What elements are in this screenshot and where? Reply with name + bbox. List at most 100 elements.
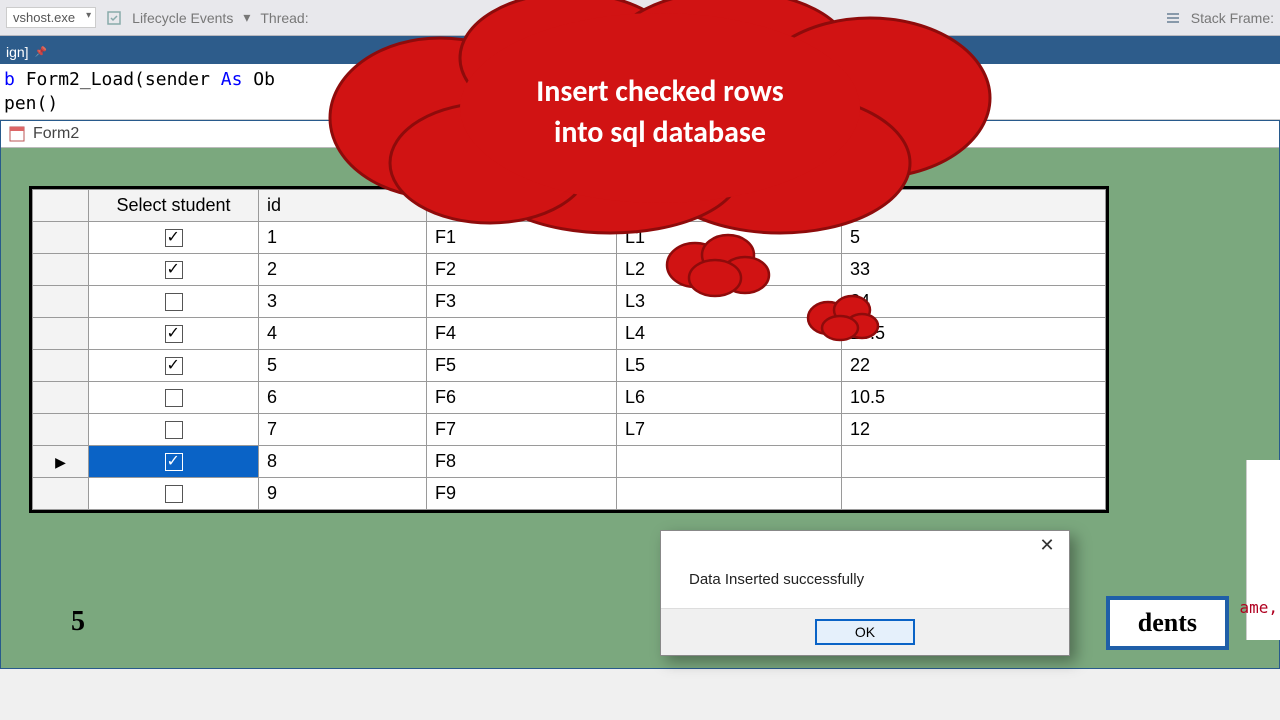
col-lastname[interactable]: lastname [617, 189, 842, 221]
insert-students-button[interactable]: dents [1106, 596, 1229, 650]
form2-titlebar[interactable]: Form2 [1, 121, 1279, 148]
stackframe-label: Stack Frame: [1191, 10, 1274, 26]
code-fragment: ame, [1239, 598, 1278, 617]
cell-firstname[interactable]: F3 [427, 285, 617, 317]
cell-id[interactable]: 8 [259, 445, 427, 477]
close-icon[interactable]: ✕ [1025, 531, 1069, 559]
cell-id[interactable]: 6 [259, 381, 427, 413]
checkbox[interactable] [165, 357, 183, 375]
checkbox[interactable] [165, 421, 183, 439]
checkbox[interactable] [165, 293, 183, 311]
row-header[interactable]: ▶ [33, 445, 89, 477]
row-header[interactable] [33, 221, 89, 253]
cell-lastname[interactable]: L6 [617, 381, 842, 413]
code-lines: b Form2_Load(sender As Ob pen() [0, 64, 1280, 119]
row-header[interactable] [33, 285, 89, 317]
checkbox[interactable] [165, 325, 183, 343]
cell-lastname[interactable] [617, 445, 842, 477]
messagebox-text: Data Inserted successfully [661, 561, 1069, 608]
checkbox-cell[interactable] [89, 381, 259, 413]
ok-button[interactable]: OK [815, 619, 915, 645]
row-header[interactable] [33, 413, 89, 445]
cell-score[interactable]: 10.5 [842, 381, 1106, 413]
cell-id[interactable]: 1 [259, 221, 427, 253]
cell-score[interactable]: 33 [842, 253, 1106, 285]
table-row[interactable]: 4F4L416.5 [33, 317, 1106, 349]
row-header[interactable] [33, 477, 89, 509]
code-post: Ob [242, 69, 275, 90]
tab-bar: ign] 📌 [0, 36, 1280, 64]
cell-firstname[interactable]: F2 [427, 253, 617, 285]
form2-window: Form2 Select student id firstname lastna… [0, 120, 1280, 669]
cell-id[interactable]: 9 [259, 477, 427, 509]
code-line2: pen() [4, 93, 58, 114]
cell-score[interactable]: 5 [842, 221, 1106, 253]
table-row[interactable]: 7F7L712 [33, 413, 1106, 445]
cell-lastname[interactable]: L5 [617, 349, 842, 381]
checkbox-cell[interactable] [89, 413, 259, 445]
thought-bubble-2 [800, 290, 890, 344]
cell-id[interactable]: 4 [259, 317, 427, 349]
cell-firstname[interactable]: F7 [427, 413, 617, 445]
cell-firstname[interactable]: F8 [427, 445, 617, 477]
checkbox[interactable] [165, 453, 183, 471]
checkbox-cell[interactable] [89, 285, 259, 317]
kw-sub: b [4, 69, 26, 90]
cell-id[interactable]: 3 [259, 285, 427, 317]
checkbox-cell[interactable] [89, 221, 259, 253]
table-row[interactable]: 9F9 [33, 477, 1106, 509]
table-row[interactable]: 6F6L610.5 [33, 381, 1106, 413]
cell-firstname[interactable]: F1 [427, 221, 617, 253]
code-fn: Form2_Load(sender [26, 69, 221, 90]
cell-score[interactable]: 22 [842, 349, 1106, 381]
cell-firstname[interactable]: F9 [427, 477, 617, 509]
tab-design[interactable]: ign] 📌 [0, 40, 61, 64]
code-area: ign] 📌 b Form2_Load(sender As Ob pen() [0, 36, 1280, 120]
table-row[interactable]: 3F3L324 [33, 285, 1106, 317]
checkbox[interactable] [165, 229, 183, 247]
col-score[interactable] [842, 189, 1106, 221]
table-row[interactable]: 1F1L15 [33, 221, 1106, 253]
table-row[interactable]: 5F5L522 [33, 349, 1106, 381]
grid-corner[interactable] [33, 189, 89, 221]
row-header[interactable] [33, 381, 89, 413]
cell-id[interactable]: 7 [259, 413, 427, 445]
cell-lastname[interactable] [617, 477, 842, 509]
form2-title: Form2 [33, 125, 79, 143]
cell-lastname[interactable]: L7 [617, 413, 842, 445]
checkbox[interactable] [165, 389, 183, 407]
col-select[interactable]: Select student [89, 189, 259, 221]
cell-firstname[interactable]: F6 [427, 381, 617, 413]
checkbox[interactable] [165, 485, 183, 503]
cell-score[interactable]: 12 [842, 413, 1106, 445]
row-header[interactable] [33, 317, 89, 349]
messagebox: ✕ Data Inserted successfully OK [660, 530, 1070, 656]
table-row[interactable]: 2F2L233 [33, 253, 1106, 285]
checkbox-cell[interactable] [89, 477, 259, 509]
checkbox-cell[interactable] [89, 445, 259, 477]
cell-score[interactable] [842, 477, 1106, 509]
col-firstname[interactable]: firstname [427, 189, 617, 221]
checkbox-cell[interactable] [89, 349, 259, 381]
process-selector[interactable]: vshost.exe [6, 7, 96, 28]
datagrid[interactable]: Select student id firstname lastname 1F1… [29, 186, 1109, 513]
vs-toolbar: vshost.exe Lifecycle Events ▾ Thread: St… [0, 0, 1280, 36]
lifecycle-label: Lifecycle Events [132, 10, 233, 26]
col-id[interactable]: id [259, 189, 427, 221]
checkbox[interactable] [165, 261, 183, 279]
form-icon [9, 126, 25, 142]
lifecycle-icon [106, 10, 122, 26]
thread-label: Thread: [260, 10, 308, 26]
row-header[interactable] [33, 349, 89, 381]
row-header[interactable] [33, 253, 89, 285]
checkbox-cell[interactable] [89, 317, 259, 349]
cell-score[interactable] [842, 445, 1106, 477]
table-row[interactable]: ▶ 8F8 [33, 445, 1106, 477]
cell-id[interactable]: 5 [259, 349, 427, 381]
checkbox-cell[interactable] [89, 253, 259, 285]
cell-firstname[interactable]: F5 [427, 349, 617, 381]
cell-id[interactable]: 2 [259, 253, 427, 285]
cell-firstname[interactable]: F4 [427, 317, 617, 349]
tab-label: ign] [6, 44, 29, 60]
pin-icon[interactable]: 📌 [35, 47, 47, 58]
